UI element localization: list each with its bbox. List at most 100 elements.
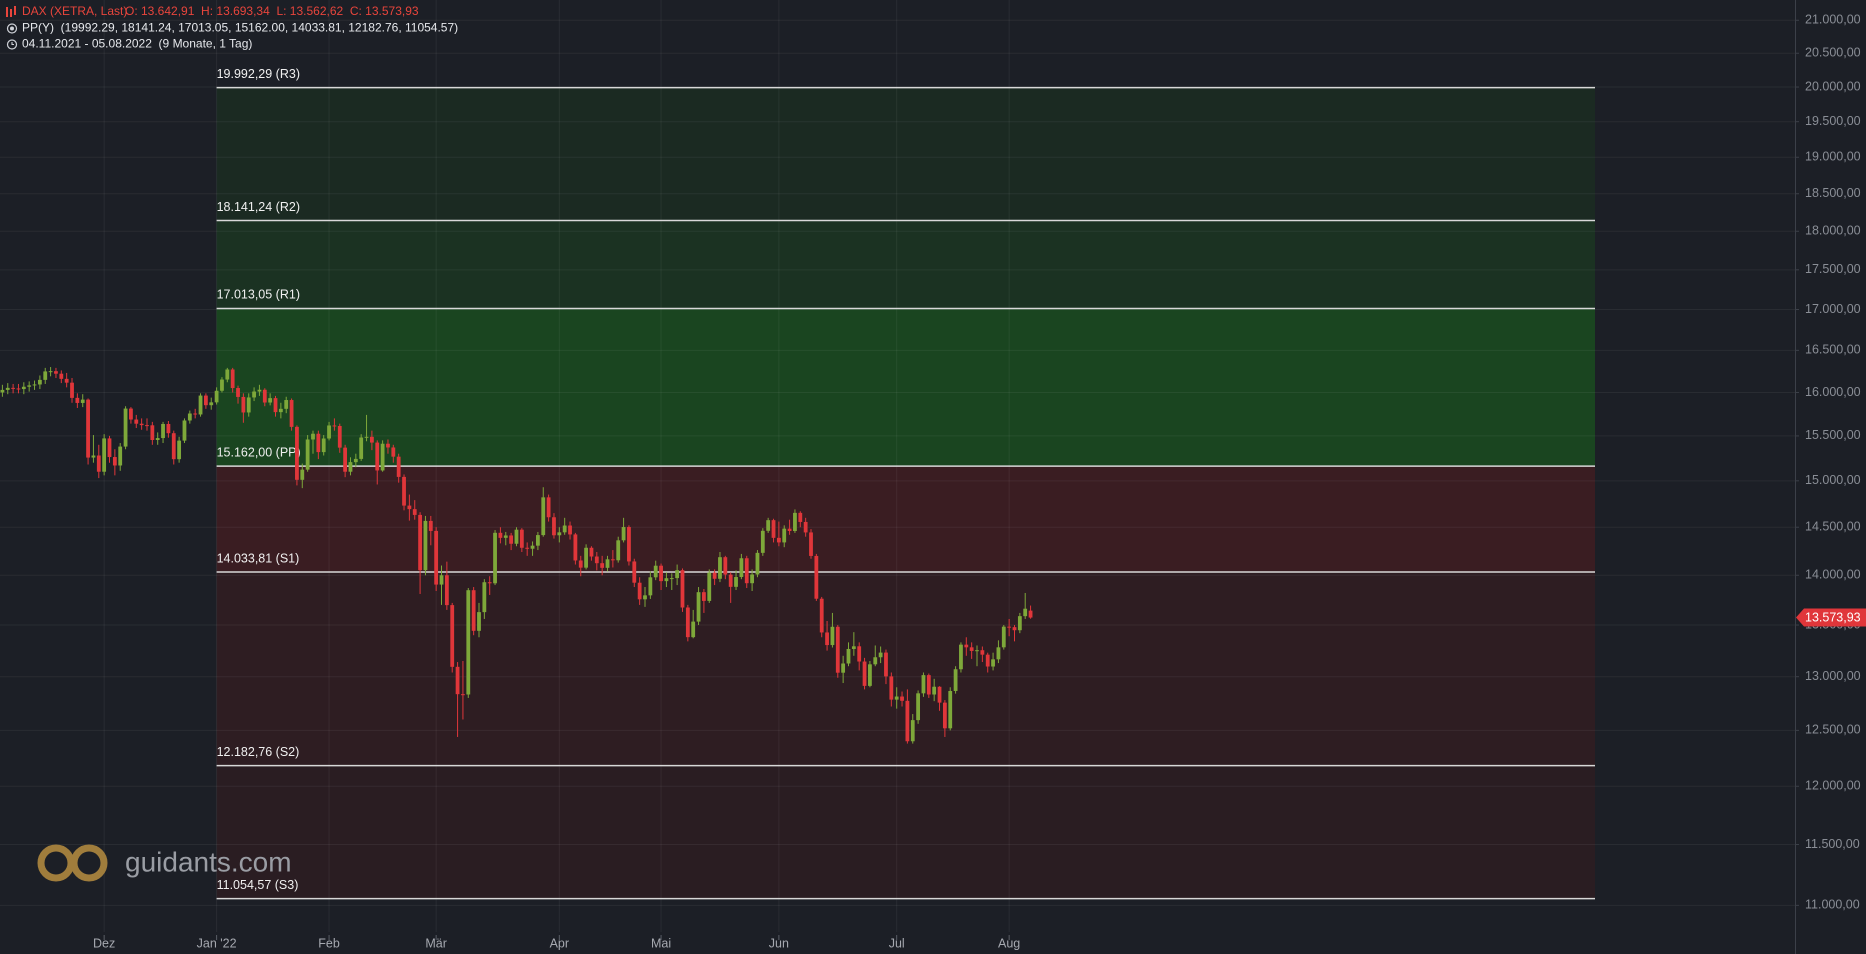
x-tick-label: Apr <box>550 936 569 950</box>
candle-body <box>942 702 947 729</box>
candle-body <box>498 532 503 538</box>
candle-body <box>246 397 251 413</box>
candle-body <box>64 378 69 383</box>
y-tick-label: 12.500,00 <box>1805 723 1861 737</box>
candle-body <box>712 572 717 579</box>
candle-body <box>621 527 626 541</box>
candle-body <box>343 447 348 472</box>
candle-body <box>664 578 669 582</box>
candle-body <box>627 527 631 562</box>
candle-body <box>718 557 722 579</box>
candle-body <box>155 438 160 441</box>
candle-body <box>985 654 990 667</box>
candle-body <box>91 455 96 458</box>
candle-body <box>980 650 985 655</box>
candle-body <box>375 442 380 471</box>
candle-body <box>434 530 439 585</box>
candle-body <box>359 437 364 459</box>
y-tick-label: 19.000,00 <box>1805 150 1861 164</box>
candle-body <box>707 572 712 601</box>
candle-body <box>851 646 856 649</box>
candle-body <box>27 385 32 387</box>
candle-body <box>809 532 813 556</box>
candle-body <box>948 690 953 729</box>
candle-body <box>702 592 706 601</box>
candle-body <box>959 644 963 670</box>
instrument: DAX (XETRA, Last) <box>22 4 127 18</box>
y-tick-label: 15.000,00 <box>1805 473 1861 487</box>
x-tick-label: Feb <box>318 936 340 950</box>
candle-body <box>750 574 754 584</box>
candle-body <box>16 388 21 390</box>
candle-body <box>793 512 797 532</box>
candle-body <box>455 666 460 695</box>
candle-body <box>386 443 390 448</box>
clock-icon <box>6 39 18 50</box>
candle-body <box>493 532 497 584</box>
candle-body <box>594 556 599 564</box>
y-tick-label: 17.000,00 <box>1805 302 1861 316</box>
candle-body <box>862 661 867 686</box>
candle-body <box>1023 608 1028 617</box>
candle-body <box>910 720 915 742</box>
candle-body <box>814 555 819 599</box>
candle-body <box>209 402 214 406</box>
candle-body <box>187 413 192 421</box>
candle-body <box>819 598 824 633</box>
candle-body <box>332 425 337 427</box>
pivot-zone <box>216 466 1596 572</box>
candle-body <box>391 447 396 457</box>
indicator: PP(Y) (19992.29, 18141.24, 17013.05, 151… <box>22 21 458 35</box>
candle-body <box>776 537 781 543</box>
candle-body <box>835 626 840 673</box>
candle-body <box>760 530 765 553</box>
pivot-label: 19.992,29 (R3) <box>217 67 300 81</box>
pivot-label: 14.033,81 (S1) <box>217 551 300 565</box>
candle-body <box>669 578 674 580</box>
candle-body <box>921 675 926 694</box>
candle-body <box>112 457 117 466</box>
candle-body <box>161 423 165 439</box>
candle-body <box>605 559 610 568</box>
candle-body <box>59 373 64 379</box>
candle-body <box>696 592 701 622</box>
candle-body <box>894 696 899 700</box>
pivot-zone <box>216 765 1596 899</box>
indicator-icon <box>6 23 18 34</box>
candle-body <box>118 446 123 466</box>
candle-body <box>134 419 139 424</box>
candle-body <box>70 382 74 398</box>
axis-panel <box>1795 0 1866 954</box>
candle-body <box>953 669 958 691</box>
candle-body <box>150 425 155 441</box>
y-tick-label: 14.000,00 <box>1805 568 1861 582</box>
candle-body <box>123 408 128 447</box>
candle-body <box>803 521 808 533</box>
candle-body <box>755 552 760 575</box>
candle-body <box>129 408 133 420</box>
candle-body <box>182 420 187 441</box>
candle-body <box>262 389 267 403</box>
candle-body <box>466 590 471 695</box>
pivot-zones <box>216 87 1596 899</box>
candle-body <box>257 389 262 392</box>
y-tick-label: 11.000,00 <box>1805 898 1860 912</box>
pivot-label: 12.182,76 (S2) <box>217 745 300 759</box>
candle-body <box>428 520 433 531</box>
x-tick-label: Dez <box>93 936 115 950</box>
candle-body <box>300 469 305 480</box>
candle-body <box>461 694 465 696</box>
candle-body <box>439 575 444 585</box>
y-tick-label: 19.500,00 <box>1805 114 1861 128</box>
candle-body <box>969 647 974 651</box>
candle-body <box>996 647 1001 660</box>
candle-body <box>203 395 208 406</box>
candle-body <box>964 644 969 648</box>
candle-body <box>916 693 921 721</box>
candle-body <box>562 525 567 533</box>
x-tick-label: Mai <box>651 936 671 950</box>
pivot-label: 11.054,57 (S3) <box>217 878 299 892</box>
candle-body <box>139 423 144 426</box>
candle-body <box>744 558 749 584</box>
